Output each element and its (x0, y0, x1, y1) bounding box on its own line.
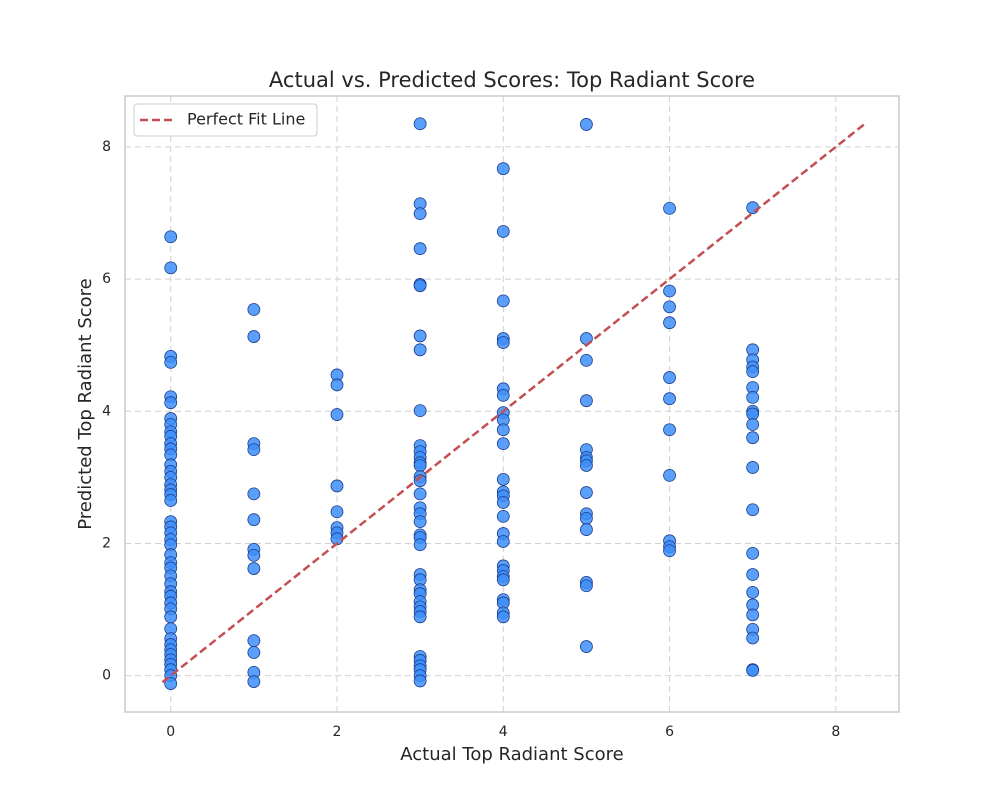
x-tick-label: 6 (665, 724, 674, 740)
y-tick-label: 8 (102, 139, 111, 155)
scatter-point (164, 677, 178, 690)
scatter-point (413, 610, 427, 624)
scatter-point (247, 548, 261, 562)
scatter-point (580, 523, 593, 536)
scatter-point (496, 336, 510, 349)
scatter-point (330, 479, 344, 493)
scatter-point (413, 329, 427, 343)
scatter-point (746, 503, 760, 517)
scatter-point (663, 316, 676, 330)
scatter-point (413, 459, 427, 472)
scatter-point (746, 418, 760, 431)
scatter-point (580, 394, 593, 408)
scatter-point (247, 562, 261, 575)
scatter-point (746, 585, 760, 599)
y-axis-label: Predicted Top Radiant Score (75, 278, 96, 530)
scatter-point (413, 404, 427, 418)
scatter-point (746, 608, 760, 622)
scatter-point (746, 431, 760, 445)
scatter-point (496, 573, 510, 587)
scatter-point (663, 544, 676, 558)
scatter-point (746, 201, 760, 215)
scatter-point (330, 408, 344, 421)
scatter-point (580, 579, 593, 593)
scatter-point (164, 355, 178, 369)
scatter-point (746, 365, 760, 379)
scatter-point (413, 242, 427, 256)
legend-box (133, 103, 318, 137)
scatter-point (496, 496, 510, 509)
scatter-point (746, 568, 760, 581)
scatter-point (496, 423, 510, 437)
scatter-point (247, 675, 261, 688)
y-tick-label: 0 (102, 668, 111, 684)
scatter-point (580, 353, 593, 367)
scatter-point (413, 343, 427, 357)
scatter-point (580, 459, 593, 472)
scatter-point (663, 300, 676, 314)
scatter-point (413, 117, 427, 131)
legend-label: Perfect Fit Line (187, 110, 305, 129)
scatter-point (413, 487, 427, 501)
plot-frame (124, 95, 900, 713)
scatter-point (580, 511, 593, 525)
scatter-point (496, 437, 510, 451)
chart-title: Actual vs. Predicted Scores: Top Radiant… (269, 68, 755, 92)
scatter-point (746, 663, 760, 677)
scatter-point (413, 279, 427, 293)
scatter-point (663, 284, 676, 298)
scatter-point (247, 303, 261, 316)
scatter-point (746, 390, 760, 404)
scatter-point (496, 509, 510, 523)
scatter-point (164, 494, 178, 507)
scatter-point (413, 538, 427, 552)
scatter-point (164, 396, 178, 410)
x-tick-label: 8 (831, 724, 840, 740)
scatter-point (164, 261, 178, 275)
x-tick-label: 2 (333, 724, 342, 740)
y-tick-label: 6 (102, 271, 111, 287)
scatter-point (247, 330, 261, 343)
scatter-point (580, 640, 593, 653)
scatter-point (746, 461, 760, 474)
scatter-point (413, 515, 427, 529)
scatter-point (496, 472, 510, 486)
scatter-point (663, 392, 676, 406)
scatter-point (247, 443, 261, 457)
x-axis-label: Actual Top Radiant Score (400, 744, 623, 765)
scatter-point (496, 294, 510, 308)
scatter-point (663, 201, 676, 215)
scatter-point (413, 207, 427, 221)
scatter-point (413, 474, 427, 488)
scatter-point (496, 225, 510, 238)
scatter-point (247, 634, 261, 648)
y-tick-label: 4 (102, 403, 111, 419)
scatter-point (746, 546, 760, 560)
scatter-point (663, 468, 676, 482)
scatter-point (247, 513, 261, 527)
scatter-point (496, 610, 510, 624)
scatter-point (580, 118, 593, 131)
x-tick-label: 0 (166, 724, 175, 740)
scatter-point (330, 378, 344, 392)
scatter-point (496, 535, 510, 548)
scatter-point (746, 631, 760, 645)
x-tick-label: 4 (499, 724, 508, 740)
scatter-point (663, 423, 676, 437)
scatter-point (330, 505, 344, 519)
scatter-point (247, 487, 261, 501)
scatter-point (663, 371, 676, 384)
y-tick-label: 2 (102, 535, 111, 551)
scatter-point (496, 389, 510, 402)
scatter-point (580, 486, 593, 499)
scatter-point (164, 230, 178, 244)
scatter-point (496, 162, 510, 176)
scatter-point (164, 610, 178, 624)
legend: Perfect Fit Line (133, 103, 318, 137)
fit-line (161, 122, 866, 684)
scatter-point (413, 674, 427, 688)
scatter-point (247, 646, 261, 659)
